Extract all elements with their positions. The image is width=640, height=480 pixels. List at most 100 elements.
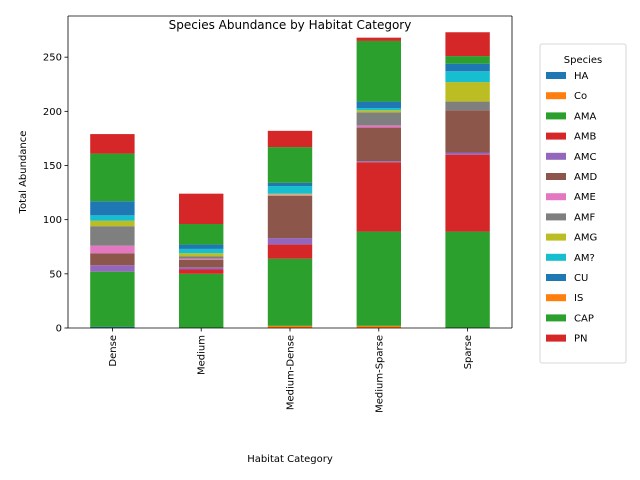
legend-entry-label: AMA [574,111,596,122]
x-tick-label: Dense [108,335,119,367]
bar-segment [90,265,135,272]
bar-segment [179,253,224,257]
bar-segment [356,127,401,162]
bar-segment [90,215,135,221]
bar-segment [356,101,401,109]
bar-segment [445,71,490,83]
bar-segment [267,130,313,148]
y-axis-label: Total Abundance [18,131,29,215]
bar-segment [179,224,224,245]
legend-swatch [546,152,566,160]
legend-entry-label: AME [574,192,596,203]
x-axis-label: Habitat Category [247,454,333,465]
legend-entry-label: AMG [574,233,597,244]
legend-swatch [546,213,566,221]
bar-segment [90,134,135,154]
bar-segment [356,110,401,113]
bar-segment [90,326,135,328]
legend-swatch [546,173,566,180]
legend-swatch [546,314,566,322]
legend-swatch [546,233,566,241]
legend-swatch [546,274,566,281]
legend-entry-label: AMD [574,172,597,183]
legend-entry-label: AMB [574,132,596,143]
bar-segment [267,238,313,245]
bar-segment [267,258,313,326]
bar-segment [179,273,224,328]
x-tick-label: Medium-Sparse [374,335,385,413]
bar-segment [356,112,401,126]
bar-segment [90,245,135,254]
bar-segment [445,101,490,111]
bar-segment [90,271,135,327]
bar-segment [356,231,401,326]
legend-entry-label: AM? [574,253,595,264]
bar-segment [356,108,401,111]
bar-segment [90,201,135,216]
legend-swatch [546,253,566,261]
bar-segment [179,248,224,254]
bar-segment [179,256,224,259]
bar-segment [356,325,401,328]
bar-segment [356,37,401,41]
bar-segment [90,220,135,227]
legend-swatch [546,92,566,100]
bar-segment [267,195,313,239]
bar-segment [445,32,490,57]
bar-segment [267,194,313,196]
bar-segment [179,258,224,260]
legend: Species HA Co AMA AMB AMC AMD AME AMF AMG AM? CU IS… [539,43,627,364]
legend-swatch [546,132,566,140]
bar-segment [445,110,490,153]
bar-segment [90,253,135,266]
y-tick-label: 0 [56,324,62,335]
bar-segment [267,325,313,328]
legend-entry-label: CAP [574,313,594,324]
bar-segment [356,40,401,102]
legend-swatch [546,112,566,120]
bar-segment [179,193,224,224]
y-tick-label: 100 [43,215,62,226]
bar-segment [356,162,401,232]
x-tick-label: Medium-Dense [286,335,297,410]
legend-entry-label: PN [574,334,588,345]
legend-entry-label: IS [574,293,583,304]
legend-title: Species [564,55,603,66]
bar-segment [179,269,224,274]
bar-segment [267,244,313,259]
bar-segment [179,267,224,270]
bar-segment [445,63,490,72]
legend-entry-label: Co [574,91,587,102]
legend-entry-label: AMC [574,152,596,163]
y-tick-label: 50 [49,269,62,280]
legend-frame [539,43,627,364]
x-tick-label: Sparse [463,335,474,369]
legend-entry-label: AMF [574,212,595,223]
bar-segment [356,125,401,128]
legend-entry-label: HA [574,71,589,82]
bar-segment [445,56,490,64]
chart-title: Species Abundance by Habitat Category [169,18,412,32]
bar-segment [356,161,401,163]
y-tick-label: 250 [43,53,62,64]
bar-segment [445,231,490,328]
bar-segment [445,154,490,232]
bar-segment [90,153,135,202]
legend-entry-label: CU [574,273,588,284]
bar-segment [267,186,313,194]
bar-segment [267,193,313,195]
bar-segment [90,226,135,246]
legend-swatch [546,334,566,342]
bar-segment [267,147,313,183]
legend-swatch [546,294,566,302]
bar-segment [179,244,224,249]
bar-segment [445,152,490,155]
y-tick-label: 150 [43,161,62,172]
bar-segment [445,82,490,102]
bar-segment [267,182,313,187]
legend-swatch [546,72,566,79]
bar-segment [179,259,224,268]
y-tick-label: 200 [43,107,62,118]
legend-swatch [546,193,566,201]
